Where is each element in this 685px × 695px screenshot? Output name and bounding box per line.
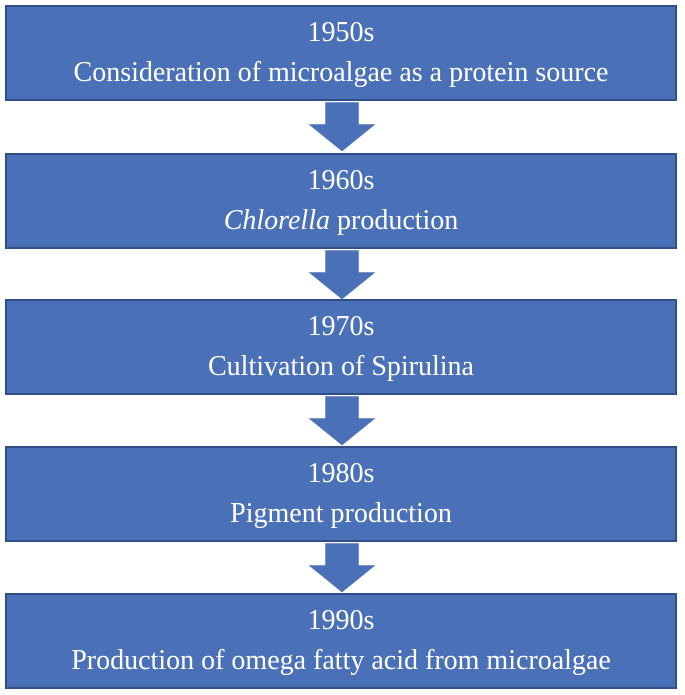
down-arrow-icon bbox=[303, 395, 381, 449]
stage-box-1970s: 1970s Cultivation of Spirulina bbox=[5, 299, 677, 395]
stage-box-1950s: 1950s Consideration of microalgae as a p… bbox=[5, 5, 677, 101]
down-arrow-icon bbox=[303, 101, 381, 155]
stage-description: Chlorella production bbox=[223, 205, 459, 236]
stage-description: Cultivation of Spirulina bbox=[208, 351, 474, 382]
stage-box-1990s: 1990s Production of omega fatty acid fro… bbox=[5, 593, 677, 689]
stage-decade: 1980s bbox=[307, 458, 375, 489]
down-arrow-icon bbox=[303, 249, 381, 303]
stage-decade: 1990s bbox=[307, 605, 375, 636]
down-arrow-icon bbox=[303, 542, 381, 596]
stage-box-1960s: 1960s Chlorella production bbox=[5, 153, 677, 249]
stage-decade: 1960s bbox=[307, 165, 375, 196]
stage-description: Consideration of microalgae as a protein… bbox=[73, 57, 609, 88]
stage-box-1980s: 1980s Pigment production bbox=[5, 446, 677, 542]
stage-description: Pigment production bbox=[230, 498, 452, 529]
stage-decade: 1970s bbox=[307, 311, 375, 342]
stage-decade: 1950s bbox=[307, 17, 375, 48]
stage-description: Production of omega fatty acid from micr… bbox=[71, 645, 611, 676]
genus-name: Chlorella bbox=[223, 205, 330, 236]
